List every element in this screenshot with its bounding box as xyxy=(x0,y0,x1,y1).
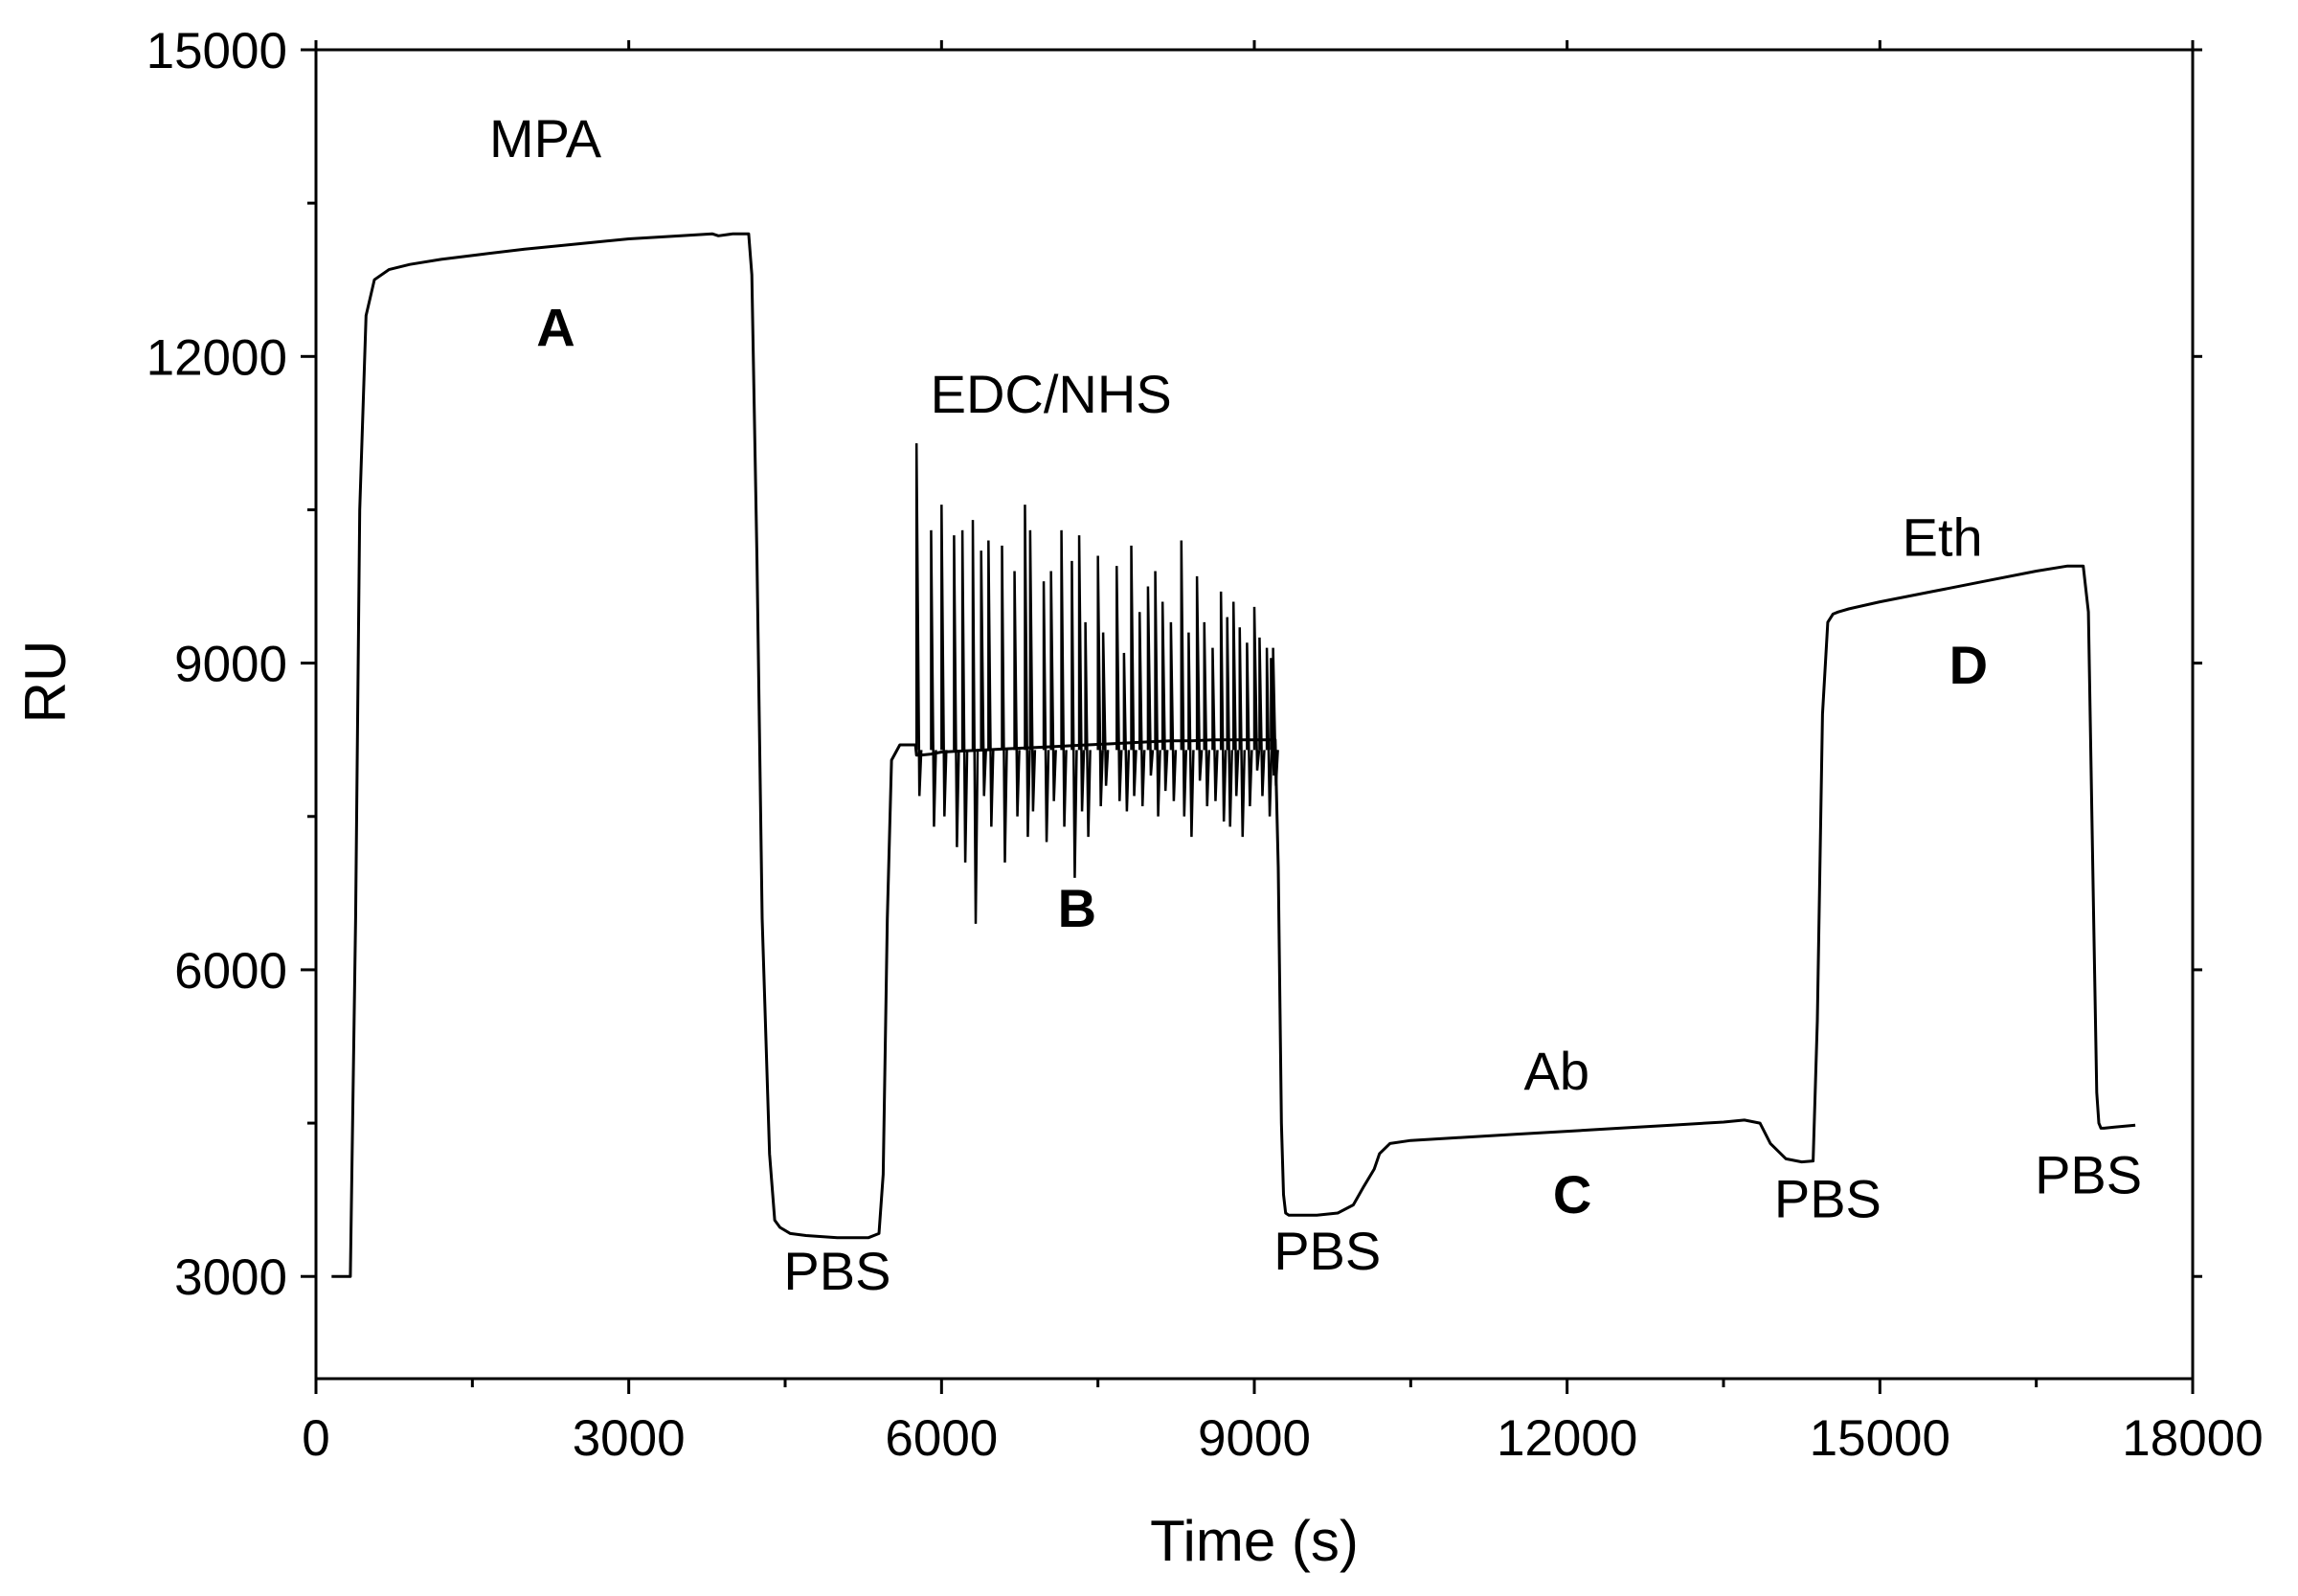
annotation-eth: Eth xyxy=(1903,507,1983,568)
annotations: MPA A PBS EDC/NHS B PBS Ab C PBS Eth D PBS xyxy=(489,108,2142,1301)
spike xyxy=(1169,621,1178,801)
spike xyxy=(1084,621,1092,838)
spike xyxy=(1160,601,1169,792)
spike xyxy=(1231,601,1240,797)
spike xyxy=(987,540,995,827)
annotation-ab: Ab xyxy=(1524,1041,1590,1101)
spike xyxy=(1154,571,1161,817)
spike xyxy=(953,535,960,847)
noise-spikes xyxy=(914,443,1279,924)
annotation-c: C xyxy=(1553,1164,1591,1225)
annotation-pbs: PBS xyxy=(1774,1168,1881,1228)
spike xyxy=(1077,535,1086,812)
y-tick-label: 15000 xyxy=(146,23,287,79)
y-axis: 3000 6000 9000 12000 15000 xyxy=(146,23,2202,1306)
annotation-edc-nhs: EDC/NHS xyxy=(931,364,1172,424)
spike xyxy=(1265,647,1273,817)
spike xyxy=(1130,545,1138,797)
annotation-mpa: MPA xyxy=(489,108,602,169)
x-tick-label: 12000 xyxy=(1497,1410,1637,1467)
annotation-d: D xyxy=(1949,635,1988,695)
spike xyxy=(1246,642,1253,807)
spike xyxy=(1001,545,1008,863)
x-tick-label: 18000 xyxy=(2122,1410,2263,1467)
spike xyxy=(1024,505,1031,838)
y-tick-label: 6000 xyxy=(174,943,287,1000)
annotation-pbs: PBS xyxy=(1273,1221,1381,1281)
spike xyxy=(1013,571,1021,817)
spike xyxy=(960,529,969,863)
series-line xyxy=(331,232,2136,1278)
y-tick-label: 9000 xyxy=(174,637,287,693)
spike xyxy=(1219,591,1228,822)
x-axis: 0 3000 6000 9000 12000 15000 18000 xyxy=(302,40,2264,1467)
spike xyxy=(1101,632,1110,786)
x-tick-label: 6000 xyxy=(885,1410,998,1467)
spike xyxy=(1049,571,1057,801)
annotation-b: B xyxy=(1058,878,1096,938)
spike xyxy=(1211,647,1219,801)
spike xyxy=(1028,529,1037,812)
spike xyxy=(971,520,980,924)
spike xyxy=(1272,647,1279,786)
annotation-pbs: PBS xyxy=(2035,1145,2142,1205)
spike xyxy=(1115,566,1123,801)
spike xyxy=(1070,560,1078,878)
spike xyxy=(1187,632,1195,838)
spike xyxy=(1203,621,1210,807)
x-axis-title: Time (s) xyxy=(1150,1509,1359,1573)
x-tick-label: 3000 xyxy=(573,1410,686,1467)
spike xyxy=(1180,540,1188,817)
y-tick-label: 3000 xyxy=(174,1249,287,1306)
spike xyxy=(1122,652,1131,812)
spike xyxy=(914,443,923,797)
spike xyxy=(1060,529,1068,827)
spike xyxy=(1146,586,1155,776)
series-layer xyxy=(331,232,2136,1278)
x-tick-label: 15000 xyxy=(1810,1410,1950,1467)
spike xyxy=(980,551,987,797)
y-tick-label: 12000 xyxy=(146,329,287,386)
annotation-a: A xyxy=(536,298,574,358)
spike xyxy=(1096,555,1104,807)
x-tick-label: 9000 xyxy=(1198,1410,1311,1467)
spike xyxy=(1138,612,1146,807)
spike xyxy=(930,529,937,827)
spike xyxy=(1252,606,1261,771)
spike xyxy=(1238,627,1247,838)
spike xyxy=(1195,575,1204,781)
annotation-pbs: PBS xyxy=(783,1241,890,1301)
spike xyxy=(940,505,948,817)
spike xyxy=(1258,637,1266,797)
spike xyxy=(1226,617,1233,827)
x-tick-label: 0 xyxy=(302,1410,329,1467)
spike xyxy=(1042,581,1050,843)
y-axis-title: RU xyxy=(13,641,78,724)
